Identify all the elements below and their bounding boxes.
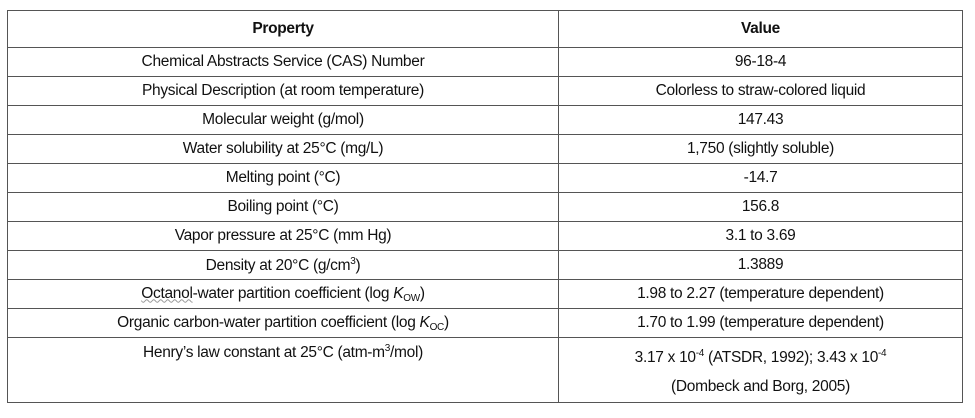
value-text: (Dombeck and Borg, 2005) <box>671 378 850 395</box>
value-cell: 1,750 (slightly soluble) <box>558 134 963 164</box>
value-cell: 96-18-4 <box>558 47 963 77</box>
value-cell: 1.70 to 1.99 (temperature dependent) <box>558 308 963 338</box>
property-cell: Boiling point (°C) <box>7 192 559 222</box>
table-row: Physical Description (at room temperatur… <box>7 76 963 106</box>
table-row: Organic carbon-water partition coefficie… <box>7 308 963 338</box>
superscript: 3 <box>350 255 356 267</box>
table-row: Density at 20°C (g/cm3) 1.3889 <box>7 250 963 280</box>
value-cell: 3.17 x 10-4 (ATSDR, 1992); 3.43 x 10-4 (D… <box>558 337 963 403</box>
value-cell: 147.43 <box>558 105 963 135</box>
property-cell: Molecular weight (g/mol) <box>7 105 559 135</box>
value-text: (ATSDR, 1992); 3.43 x 10 <box>704 349 879 366</box>
properties-table: Property Value Chemical Abstracts Servic… <box>7 10 963 403</box>
subscript: OC <box>429 321 445 333</box>
value-cell: 1.3889 <box>558 250 963 280</box>
property-cell: Octanol-water partition coefficient (log… <box>7 279 559 309</box>
property-text: Organic carbon-water partition coefficie… <box>117 313 420 331</box>
value-cell: 3.1 to 3.69 <box>558 221 963 251</box>
property-text: -water partition coefficient (log <box>192 284 394 302</box>
superscript: -4 <box>878 348 887 359</box>
superscript: -4 <box>695 348 705 359</box>
property-text: Henry’s law constant at 25°C (atm-m <box>143 344 385 361</box>
table-row: Vapor pressure at 25°C (mm Hg) 3.1 to 3.6… <box>7 221 963 251</box>
property-cell: Density at 20°C (g/cm3) <box>7 250 559 280</box>
k-symbol: K <box>419 313 430 331</box>
subscript: OW <box>403 292 420 304</box>
property-cell: Vapor pressure at 25°C (mm Hg) <box>7 221 559 251</box>
table-row: Boiling point (°C) 156.8 <box>7 192 963 222</box>
value-cell: -14.7 <box>558 163 963 193</box>
value-cell: Colorless to straw-colored liquid <box>558 76 963 106</box>
header-value: Value <box>558 10 963 48</box>
spellcheck-word: Octanol <box>141 284 193 302</box>
property-text: ) <box>419 284 425 302</box>
property-cell: Chemical Abstracts Service (CAS) Number <box>7 47 559 77</box>
property-text: ) <box>443 313 449 331</box>
property-text: ) <box>355 256 361 274</box>
property-cell: Physical Description (at room temperatur… <box>7 76 559 106</box>
table-row: Molecular weight (g/mol) 147.43 <box>7 105 963 135</box>
property-cell: Henry’s law constant at 25°C (atm-m3/mol… <box>7 337 559 403</box>
table-row: Water solubility at 25°C (mg/L) 1,750 (sl… <box>7 134 963 164</box>
superscript: 3 <box>384 343 391 354</box>
property-text: /mol) <box>390 344 423 361</box>
property-cell: Melting point (°C) <box>7 163 559 193</box>
property-text: Density at 20°C (g/cm <box>205 256 351 274</box>
property-cell: Organic carbon-water partition coefficie… <box>7 308 559 338</box>
table-row: Henry’s law constant at 25°C (atm-m3/mol… <box>7 337 963 403</box>
value-cell: 1.98 to 2.27 (temperature dependent) <box>558 279 963 309</box>
table-row: Melting point (°C) -14.7 <box>7 163 963 193</box>
table-row: Chemical Abstracts Service (CAS) Number 9… <box>7 47 963 77</box>
table-row: Octanol-water partition coefficient (log… <box>7 279 963 309</box>
value-text: 3.17 x 10 <box>634 349 696 366</box>
header-row: Property Value <box>7 10 963 48</box>
header-property: Property <box>7 10 559 48</box>
k-symbol: K <box>393 284 404 302</box>
value-cell: 156.8 <box>558 192 963 222</box>
property-cell: Water solubility at 25°C (mg/L) <box>7 134 559 164</box>
